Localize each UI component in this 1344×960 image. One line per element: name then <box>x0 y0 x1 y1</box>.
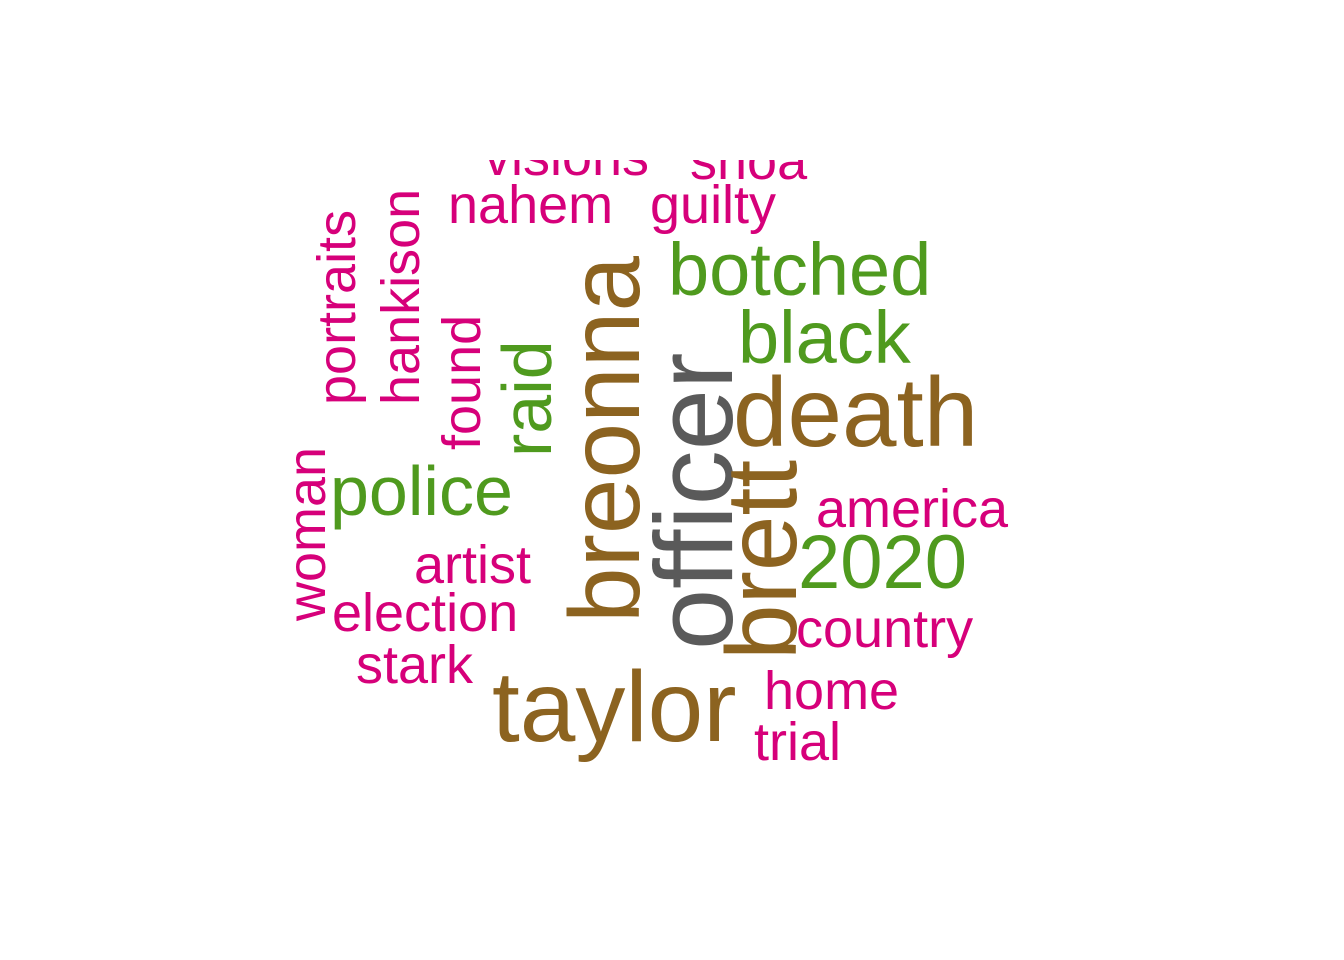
word-portraits: portraits <box>307 209 367 405</box>
word-raid: raid <box>488 340 566 457</box>
word-woman: woman <box>277 446 337 621</box>
word-home: home <box>764 661 900 721</box>
word-police: police <box>330 452 513 530</box>
word-botched: botched <box>668 228 932 311</box>
word-nahem: nahem <box>448 175 614 235</box>
word-country: country <box>796 599 974 659</box>
word-breonna: breonna <box>549 256 661 623</box>
word-shoa: shoa <box>690 160 808 191</box>
word-taylor: taylor <box>492 651 737 763</box>
word-found: found <box>432 314 492 450</box>
word-election: election <box>332 583 519 643</box>
word-visions: visions <box>484 160 649 184</box>
word-hankison: hankison <box>371 188 431 405</box>
word-stark: stark <box>356 635 474 695</box>
word-cloud-area: taylor death botched black police 2020 a… <box>0 160 1344 765</box>
word-guilty: guilty <box>650 175 777 235</box>
word-black: black <box>738 296 911 379</box>
word-america: america <box>816 479 1009 539</box>
word-death: death <box>733 357 979 467</box>
word-trial: trial <box>754 712 842 765</box>
word-brett: brett <box>706 459 818 660</box>
word-2020: 2020 <box>798 520 968 605</box>
word-artist: artist <box>414 535 532 595</box>
